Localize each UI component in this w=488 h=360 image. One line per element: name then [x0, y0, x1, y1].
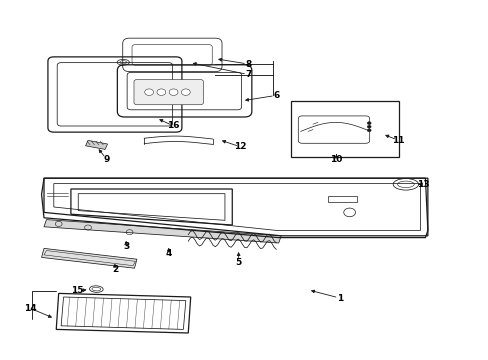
Text: 12: 12	[234, 143, 246, 152]
Text: 11: 11	[391, 136, 404, 145]
Polygon shape	[44, 220, 281, 243]
Circle shape	[181, 89, 190, 95]
Circle shape	[144, 89, 153, 95]
Circle shape	[169, 89, 178, 95]
Text: 8: 8	[245, 60, 251, 69]
Text: 14: 14	[24, 304, 37, 313]
Text: 13: 13	[416, 180, 429, 189]
Polygon shape	[41, 248, 137, 268]
Text: 1: 1	[336, 294, 342, 302]
Text: 4: 4	[165, 249, 172, 258]
Text: 15: 15	[71, 287, 83, 295]
Circle shape	[366, 125, 370, 128]
Text: 6: 6	[273, 91, 279, 100]
FancyBboxPatch shape	[134, 80, 203, 105]
Text: 2: 2	[112, 266, 118, 274]
Text: 5: 5	[235, 258, 241, 267]
Circle shape	[366, 129, 370, 132]
Text: 10: 10	[329, 154, 342, 163]
Circle shape	[366, 122, 370, 125]
Text: 7: 7	[244, 70, 251, 79]
Text: 9: 9	[103, 154, 110, 163]
Polygon shape	[85, 140, 107, 149]
Circle shape	[157, 89, 165, 95]
Text: 3: 3	[123, 242, 129, 251]
Text: 16: 16	[167, 122, 180, 130]
